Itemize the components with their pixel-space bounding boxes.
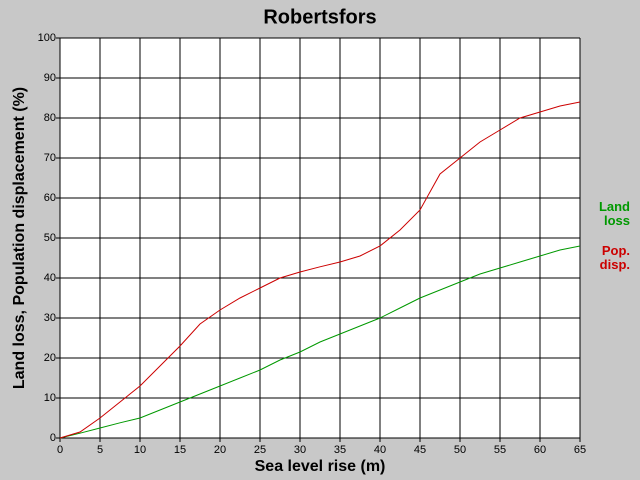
- x-tick-label: 15: [174, 444, 186, 456]
- legend-entry: Land loss: [598, 199, 630, 228]
- y-tick-label: 100: [38, 32, 56, 44]
- x-tick-label: 0: [57, 444, 63, 456]
- x-tick-label: 55: [494, 444, 506, 456]
- x-tick-label: 65: [574, 444, 586, 456]
- y-tick-label: 60: [44, 192, 56, 204]
- y-tick-label: 80: [44, 112, 56, 124]
- y-tick-label: 30: [44, 312, 56, 324]
- x-tick-label: 5: [97, 444, 103, 456]
- x-tick-label: 60: [534, 444, 546, 456]
- chart-title: Robertsfors: [263, 6, 376, 28]
- x-tick-label: 30: [294, 444, 306, 456]
- y-axis-label: Land loss, Population displacement (%): [11, 87, 28, 389]
- x-tick-label: 20: [214, 444, 226, 456]
- y-tick-label: 70: [44, 152, 56, 164]
- y-tick-label: 0: [50, 432, 56, 444]
- y-tick-label: 90: [44, 72, 56, 84]
- x-tick-label: 25: [254, 444, 266, 456]
- y-tick-label: 10: [44, 392, 56, 404]
- y-tick-label: 20: [44, 352, 56, 364]
- x-tick-label: 50: [454, 444, 466, 456]
- x-tick-label: 45: [414, 444, 426, 456]
- x-tick-label: 35: [334, 444, 346, 456]
- y-tick-label: 50: [44, 232, 56, 244]
- data-line: [59, 245, 581, 439]
- legend-entry: Pop. disp.: [599, 243, 630, 272]
- x-tick-label: 10: [134, 444, 146, 456]
- x-axis-label: Sea level rise (m): [255, 458, 386, 475]
- y-tick-label: 40: [44, 272, 56, 284]
- x-tick-label: 40: [374, 444, 386, 456]
- data-line: [59, 101, 581, 439]
